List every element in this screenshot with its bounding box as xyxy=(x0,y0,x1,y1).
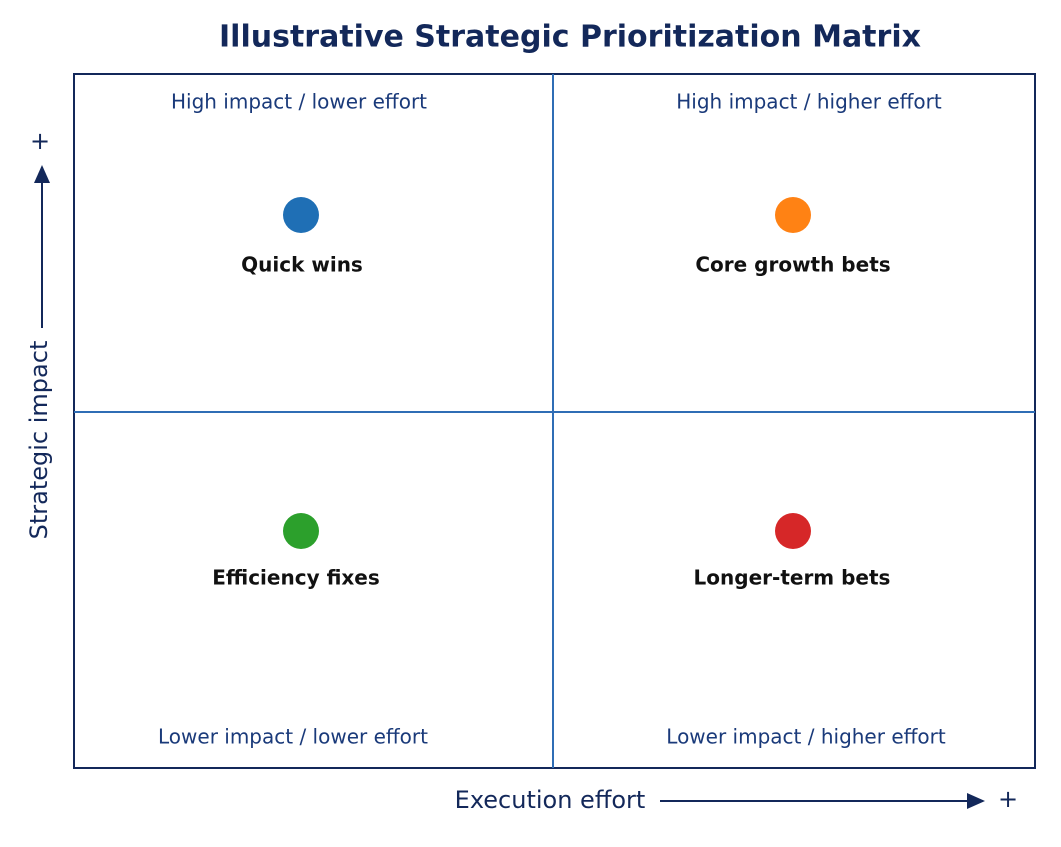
item-label: Efficiency fixes xyxy=(212,566,380,590)
x-axis-end: + xyxy=(998,785,1018,813)
quadrant-label: Lower impact / lower effort xyxy=(158,725,428,749)
item-label: Longer-term bets xyxy=(694,566,891,590)
quadrant-label: High impact / higher effort xyxy=(676,90,942,114)
title: Illustrative Strategic Prioritization Ma… xyxy=(219,20,921,55)
x-axis-label: Execution effort xyxy=(455,786,646,814)
dot xyxy=(775,197,811,233)
dot xyxy=(775,513,811,549)
quadrant-label: High impact / lower effort xyxy=(171,90,427,114)
item-label: Core growth bets xyxy=(695,253,890,277)
dot xyxy=(283,197,319,233)
matrix-frame xyxy=(73,73,1036,769)
item-label: Quick wins xyxy=(241,253,363,277)
dot xyxy=(283,513,319,549)
quadrant-label: Lower impact / higher effort xyxy=(666,725,946,749)
y-axis-label: Strategic impact xyxy=(25,341,53,540)
y-axis-end: + xyxy=(30,127,50,155)
